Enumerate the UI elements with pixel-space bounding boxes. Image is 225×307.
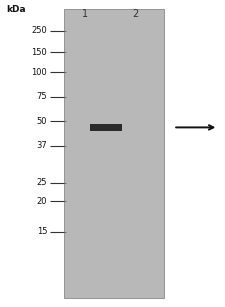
Text: 2: 2	[132, 9, 138, 18]
Text: 37: 37	[36, 141, 47, 150]
Text: 250: 250	[32, 26, 47, 35]
Bar	[90, 124, 122, 131]
Text: 150: 150	[32, 48, 47, 57]
Text: 1: 1	[82, 9, 89, 18]
Bar	[64, 9, 164, 298]
Text: kDa: kDa	[6, 5, 26, 14]
Text: 100: 100	[32, 68, 47, 77]
Text: 50: 50	[37, 117, 47, 126]
Text: 20: 20	[37, 196, 47, 206]
Text: 15: 15	[37, 227, 47, 236]
Text: 25: 25	[37, 178, 47, 187]
Text: 75: 75	[37, 92, 47, 101]
